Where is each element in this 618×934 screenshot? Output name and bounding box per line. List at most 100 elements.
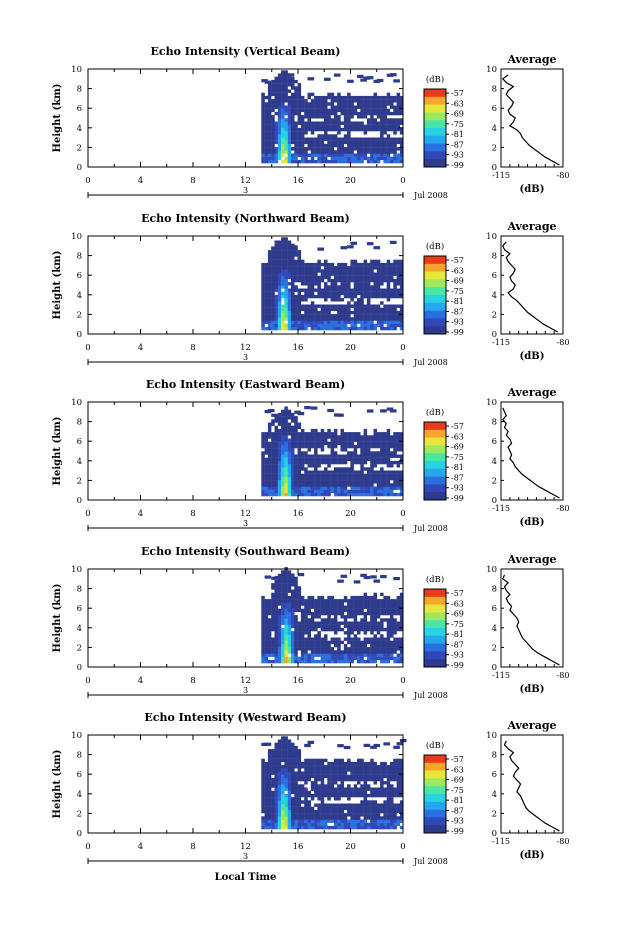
heatmap-cell [333, 150, 338, 154]
heatmap-cell [327, 111, 331, 116]
heatmap-cell [264, 621, 269, 625]
colorbar-tick-label: -93 [451, 817, 464, 826]
heatmap-cell [327, 320, 331, 324]
heatmap-cell [271, 473, 275, 478]
heatmap-cell [267, 448, 272, 452]
heatmap-cell [327, 121, 331, 125]
heatmap-cell [307, 624, 311, 629]
heatmap-cell [287, 451, 292, 455]
heatmap-cell [383, 825, 387, 830]
heatmap-cell [347, 797, 351, 801]
heatmap-cell [307, 92, 311, 97]
heatmap-cell [324, 298, 328, 302]
heatmap-cell [330, 650, 335, 654]
heatmap-cell [310, 771, 315, 775]
heatmap-cell [267, 653, 272, 657]
heatmap-cell [390, 602, 394, 606]
heatmap-cell [370, 492, 374, 497]
heatmap-cell [370, 631, 374, 635]
heatmap-cell [337, 637, 341, 641]
heatmap-cell [347, 611, 351, 616]
heatmap-cell [330, 451, 335, 455]
heatmap-cell [390, 121, 394, 125]
heatmap-cell [261, 483, 265, 487]
heatmap-cell [396, 806, 401, 811]
heatmap-cell [320, 659, 325, 664]
heatmap-cell [304, 624, 308, 629]
heatmap-cell [353, 124, 358, 129]
heatmap-cell [390, 111, 394, 116]
heatmap-cell [297, 592, 302, 597]
heatmap-cell [294, 605, 298, 609]
heatmap-cell [277, 76, 282, 81]
heatmap-cell [317, 774, 321, 779]
heatmap-cell [390, 137, 394, 141]
heatmap-cell [376, 653, 381, 657]
heatmap-cell [360, 99, 364, 103]
heatmap-cell [396, 127, 401, 132]
colorbar-segment [424, 445, 446, 454]
colorbar-segment [424, 762, 446, 771]
heatmap-cell [317, 153, 321, 157]
heatmap-cell [353, 822, 358, 827]
heatmap-cell [264, 640, 269, 645]
heatmap-cell [304, 272, 308, 276]
heatmap-cell [317, 115, 321, 119]
heatmap-cell [357, 476, 361, 481]
average-y-tick-label: 8 [492, 751, 497, 761]
heatmap-cell [376, 486, 381, 490]
heatmap-cell [386, 793, 391, 798]
heatmap-cell [287, 825, 292, 830]
heatmap-cell [284, 599, 288, 603]
heatmap-cell [310, 92, 315, 97]
heatmap-cell [353, 269, 358, 273]
month-label: Jul 2008 [413, 857, 448, 866]
average-x-tick-label: -115 [492, 171, 510, 180]
heatmap-cell [383, 618, 387, 622]
heatmap-cell [281, 250, 285, 254]
heatmap-cell [291, 825, 295, 830]
heatmap-cell [300, 320, 305, 324]
heatmap-cell [330, 621, 335, 625]
heatmap-cell [307, 304, 311, 308]
heatmap-cell [380, 99, 384, 103]
heatmap-cell [277, 816, 282, 820]
heatmap-cell [343, 631, 348, 635]
heatmap-cell [300, 460, 305, 465]
heatmap-cell [261, 486, 265, 490]
heatmap-cell [383, 819, 387, 823]
heatmap-cell [380, 438, 384, 442]
heatmap-cell [347, 806, 351, 811]
colorbar-segment [424, 326, 446, 335]
heatmap-cell [277, 451, 282, 455]
heatmap-cell [333, 307, 338, 312]
heatmap-cell [327, 774, 331, 779]
heatmap-cell [340, 457, 344, 462]
heatmap-cell [386, 291, 391, 296]
heatmap-cell [347, 95, 351, 100]
heatmap-cell [327, 656, 331, 661]
heatmap-cell [284, 285, 288, 289]
panel-title: Echo Intensity (Westward Beam) [144, 711, 346, 724]
heatmap-cell [297, 448, 302, 452]
heatmap-cell [373, 428, 377, 433]
heatmap-cell [353, 816, 358, 820]
heatmap-cell [314, 611, 318, 616]
heatmap-cell [297, 317, 302, 321]
heatmap-cell [281, 809, 285, 814]
heatmap-cell [291, 448, 295, 452]
heatmap-cell [271, 432, 275, 436]
heatmap-cell [307, 809, 311, 814]
heatmap-cell [264, 310, 269, 315]
heatmap-cell [363, 653, 368, 657]
y-tick-label: 4 [77, 624, 82, 634]
heatmap-cell [297, 412, 305, 416]
heatmap-cell [307, 457, 311, 462]
heatmap-cell [347, 627, 351, 632]
heatmap-cell [281, 118, 285, 122]
heatmap-cell [363, 624, 368, 629]
colorbar-segment [424, 135, 446, 144]
heatmap-cell [350, 121, 354, 125]
heatmap-cell [366, 627, 371, 632]
heatmap-cell [370, 262, 374, 267]
